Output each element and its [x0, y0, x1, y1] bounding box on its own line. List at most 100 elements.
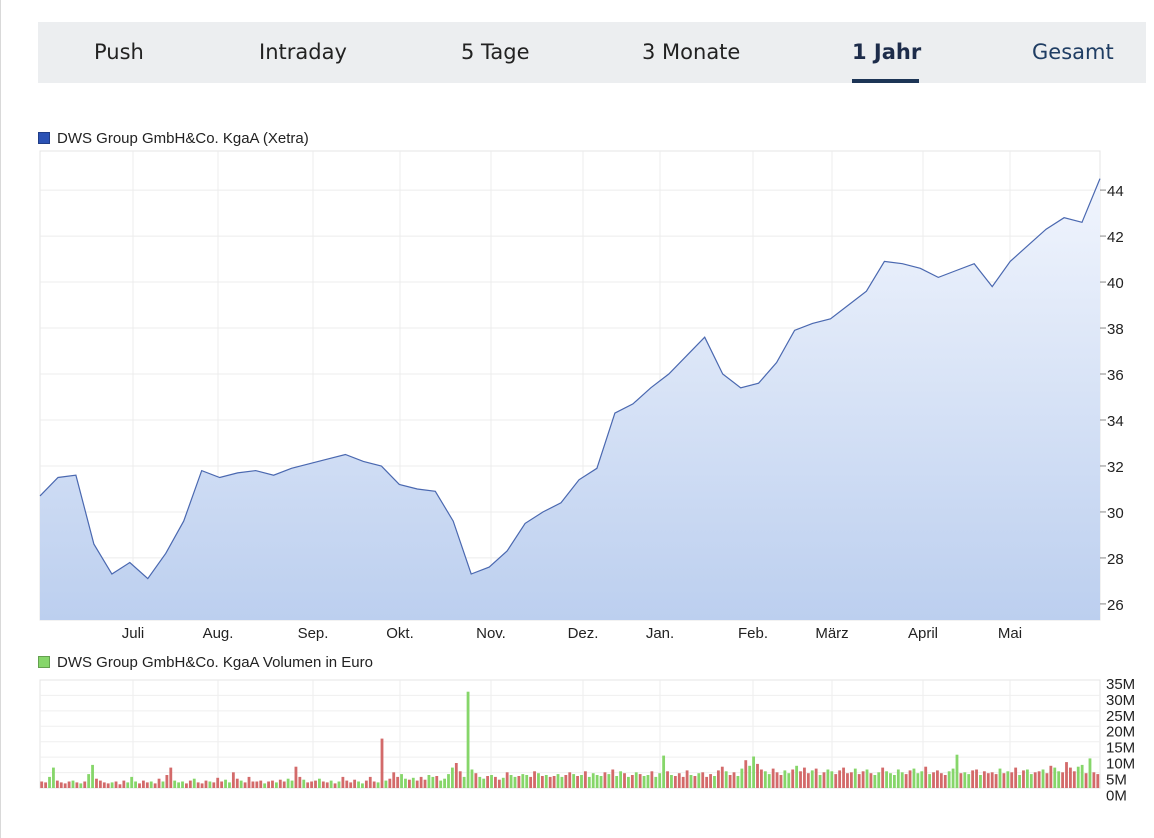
volume-bar	[654, 776, 658, 788]
volume-bar	[419, 776, 423, 788]
volume-bar	[732, 772, 736, 788]
volume-bar	[55, 780, 59, 788]
volume-bar	[1018, 775, 1021, 788]
volume-bar	[936, 770, 939, 788]
volume-bar	[697, 773, 701, 788]
volume-bar	[822, 772, 826, 788]
volume-bar	[400, 774, 403, 788]
volume-bar	[177, 782, 181, 788]
price-y-tick-label: 42	[1107, 229, 1124, 246]
volume-bar	[1045, 773, 1049, 788]
volume-bar	[185, 783, 188, 788]
volume-bar	[959, 773, 963, 788]
price-y-tick-label: 30	[1107, 505, 1124, 522]
volume-bar	[278, 779, 282, 788]
volume-bar	[1049, 765, 1053, 788]
volume-bar	[787, 773, 791, 788]
volume-bar	[720, 766, 724, 788]
volume-bar	[1096, 774, 1100, 788]
volume-bar	[861, 771, 865, 788]
volume-bar	[407, 779, 411, 788]
volume-bar	[611, 769, 615, 788]
period-tab-bar	[38, 22, 1146, 83]
volume-bar	[537, 773, 540, 788]
volume-bar	[548, 776, 552, 788]
volume-bar	[924, 766, 928, 788]
price-x-tick-label: Sep.	[298, 625, 329, 642]
volume-y-tick-label: 10M	[1106, 756, 1135, 773]
volume-bar	[98, 780, 102, 788]
volume-bar	[126, 782, 130, 788]
price-x-tick-label: März	[815, 625, 848, 642]
volume-bar	[380, 738, 384, 788]
price-x-tick-label: Feb.	[738, 625, 768, 642]
volume-bar	[982, 771, 986, 788]
volume-bar	[810, 770, 814, 788]
volume-bar	[372, 781, 376, 788]
volume-bar	[869, 773, 873, 788]
volume-bar	[63, 783, 67, 788]
volume-bar	[552, 776, 556, 788]
volume-bar	[685, 770, 689, 788]
volume-bar	[760, 769, 763, 788]
tab-gesamt[interactable]: Gesamt	[1032, 40, 1114, 64]
volume-bar	[517, 776, 521, 788]
volume-bar	[427, 775, 431, 788]
volume-bar	[1080, 764, 1084, 788]
volume-bar	[333, 783, 337, 788]
price-x-tick-label: Mai	[998, 625, 1022, 642]
volume-bar	[91, 764, 94, 788]
volume-bar	[353, 779, 357, 788]
volume-bar	[443, 778, 446, 788]
volume-bar	[646, 775, 650, 788]
tab-1-jahr[interactable]: 1 Jahr	[852, 40, 922, 64]
volume-bar	[963, 772, 967, 788]
volume-bar	[200, 783, 204, 788]
price-x-tick-label: Okt.	[386, 625, 414, 642]
tab-intraday[interactable]: Intraday	[259, 40, 347, 64]
volume-bar	[337, 781, 341, 788]
volume-bar	[689, 775, 693, 788]
tab-push[interactable]: Push	[94, 40, 144, 64]
volume-bar	[310, 781, 313, 788]
volume-bar	[736, 776, 740, 788]
tab-3-monate[interactable]: 3 Monate	[642, 40, 741, 64]
volume-bar	[583, 771, 587, 788]
volume-bar	[998, 768, 1002, 788]
volume-bar	[169, 767, 173, 788]
volume-bar	[634, 772, 638, 788]
volume-bar	[791, 769, 795, 788]
volume-bar	[627, 776, 630, 788]
price-legend-swatch	[38, 132, 50, 144]
volume-bar	[490, 775, 493, 788]
volume-bar	[795, 765, 799, 788]
volume-bar	[900, 772, 904, 788]
volume-y-tick-label: 15M	[1106, 740, 1135, 757]
volume-bar	[920, 771, 924, 788]
tab-5-tage[interactable]: 5 Tage	[461, 40, 530, 64]
volume-bar	[235, 778, 239, 788]
volume-bar	[329, 780, 333, 788]
volume-bar	[1025, 769, 1029, 788]
volume-bar	[501, 777, 505, 788]
volume-bar	[505, 772, 509, 788]
price-y-tick-label: 36	[1107, 367, 1124, 384]
volume-bar	[274, 782, 278, 788]
volume-bar	[173, 780, 177, 788]
volume-bar	[106, 783, 110, 788]
volume-bar	[650, 771, 654, 788]
volume-bar	[1053, 767, 1057, 788]
volume-bar	[947, 771, 951, 788]
volume-bar	[44, 782, 48, 788]
volume-bar	[853, 768, 857, 788]
volume-bar	[564, 775, 568, 788]
volume-bar	[990, 772, 994, 788]
price-y-tick-label: 32	[1107, 459, 1124, 476]
volume-bar	[979, 775, 982, 788]
volume-bar	[451, 767, 454, 788]
volume-bar	[71, 780, 75, 788]
volume-bar	[290, 780, 294, 788]
volume-bar	[482, 778, 486, 788]
volume-bar	[939, 773, 943, 788]
volume-bar	[161, 781, 165, 788]
